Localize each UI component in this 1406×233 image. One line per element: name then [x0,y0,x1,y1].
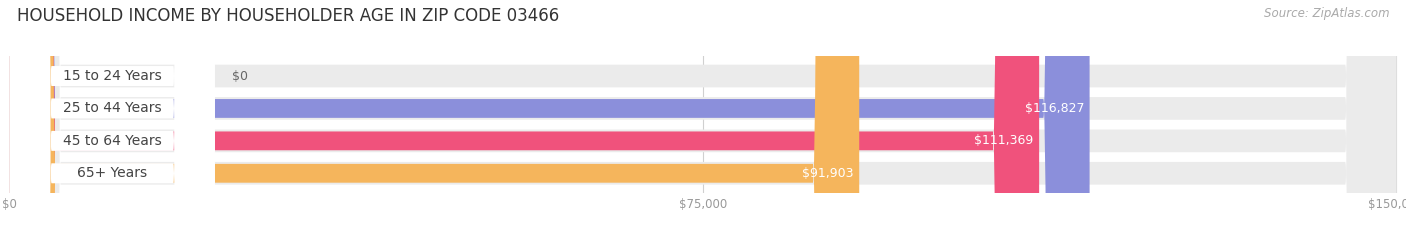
Text: 65+ Years: 65+ Years [77,166,148,180]
Text: 45 to 64 Years: 45 to 64 Years [63,134,162,148]
FancyBboxPatch shape [10,0,1039,233]
Text: Source: ZipAtlas.com: Source: ZipAtlas.com [1264,7,1389,20]
FancyBboxPatch shape [10,0,1396,233]
Text: 15 to 24 Years: 15 to 24 Years [63,69,162,83]
FancyBboxPatch shape [10,0,215,233]
Text: $0: $0 [232,69,247,82]
FancyBboxPatch shape [10,0,215,233]
FancyBboxPatch shape [10,0,1396,233]
FancyBboxPatch shape [10,0,215,233]
FancyBboxPatch shape [10,0,1090,233]
Text: $116,827: $116,827 [1025,102,1084,115]
FancyBboxPatch shape [10,0,1396,233]
FancyBboxPatch shape [10,0,215,233]
Text: HOUSEHOLD INCOME BY HOUSEHOLDER AGE IN ZIP CODE 03466: HOUSEHOLD INCOME BY HOUSEHOLDER AGE IN Z… [17,7,560,25]
Text: $111,369: $111,369 [974,134,1033,147]
Text: 25 to 44 Years: 25 to 44 Years [63,101,162,115]
FancyBboxPatch shape [10,0,1396,233]
FancyBboxPatch shape [10,0,859,233]
Text: $91,903: $91,903 [803,167,853,180]
